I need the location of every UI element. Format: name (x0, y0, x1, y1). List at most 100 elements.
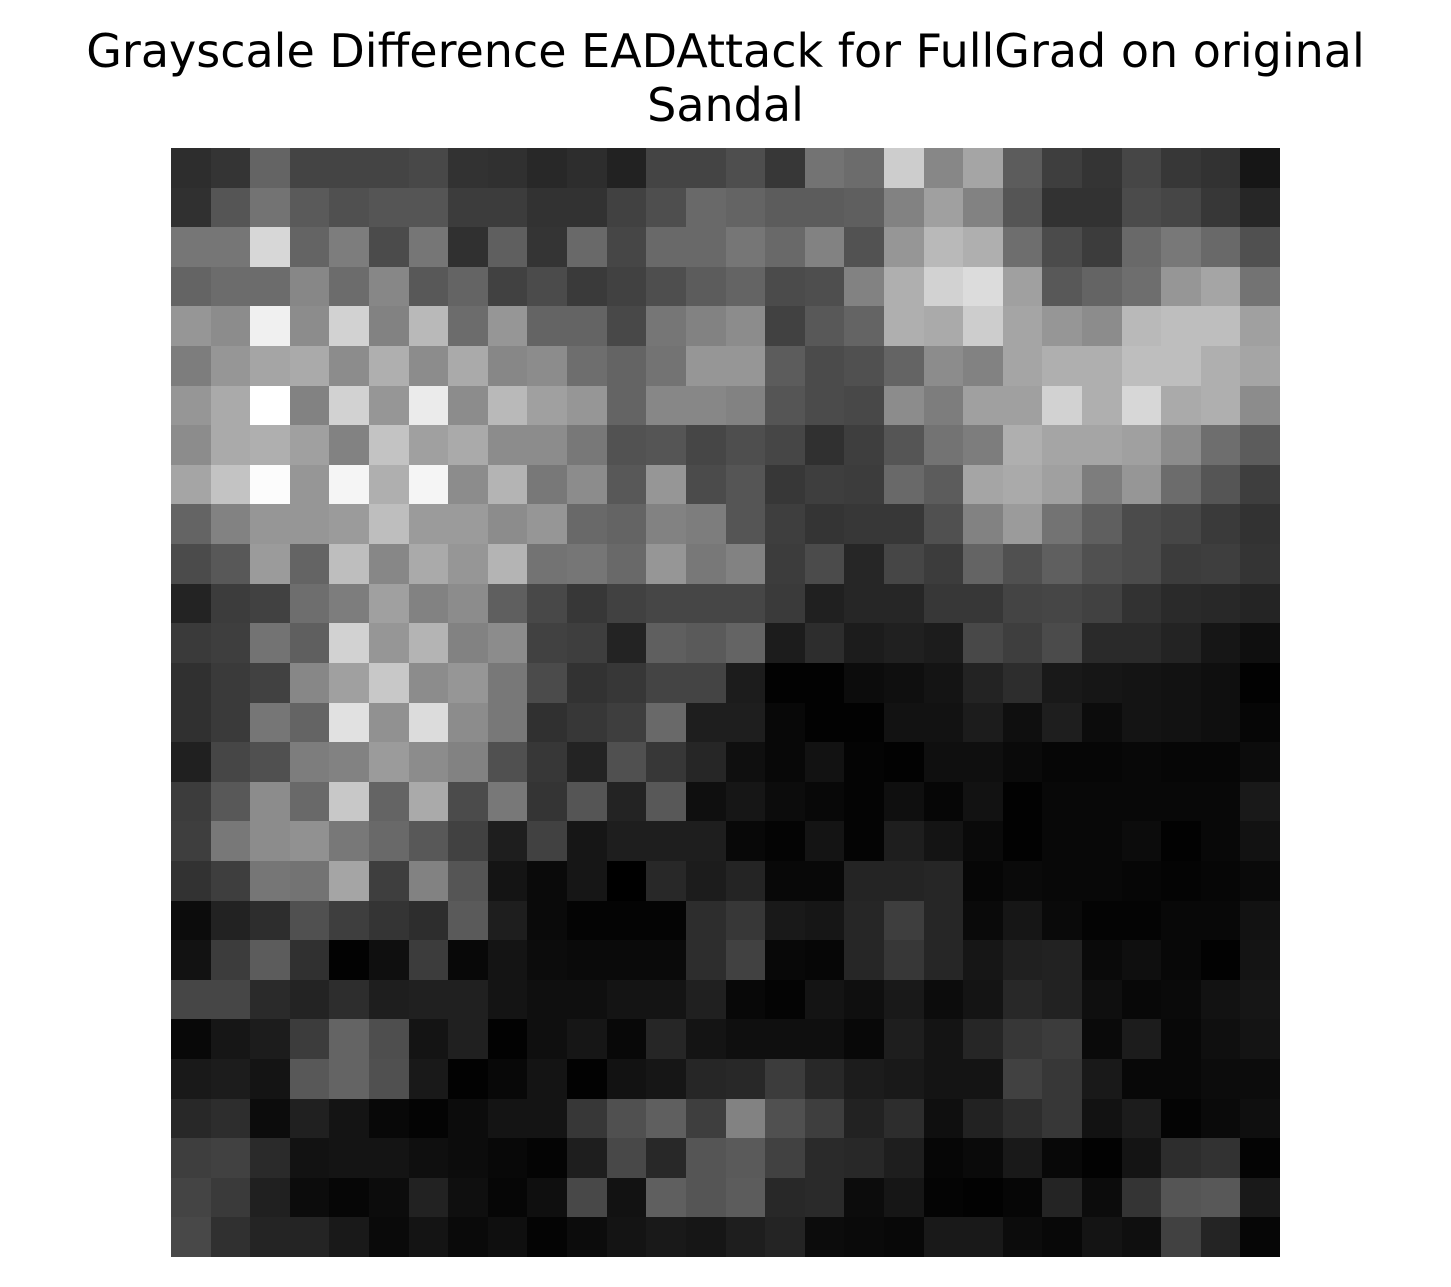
heatmap-cell-r25-c10 (567, 1138, 607, 1178)
heatmap-cell-r20-c9 (527, 940, 567, 980)
heatmap-cell-r7-c17 (844, 425, 884, 465)
heatmap-cell-r18-c13 (686, 861, 726, 901)
heatmap-cell-r2-c17 (844, 227, 884, 267)
heatmap-cell-r22-c20 (963, 1019, 1003, 1059)
heatmap-cell-r7-c11 (607, 425, 646, 465)
heatmap-cell-r25-c13 (686, 1138, 726, 1178)
heatmap-cell-r16-c2 (250, 782, 290, 821)
heatmap-cell-r22-c25 (1161, 1019, 1201, 1059)
heatmap-cell-r26-c22 (1042, 1178, 1082, 1217)
heatmap-cell-r17-c20 (963, 821, 1003, 861)
heatmap-cell-r25-c24 (1122, 1138, 1161, 1178)
heatmap-cell-r6-c24 (1122, 386, 1161, 425)
heatmap-cell-r4-c18 (884, 306, 924, 346)
heatmap-cell-r27-c27 (1240, 1217, 1280, 1257)
heatmap-cell-r20-c27 (1240, 940, 1280, 980)
heatmap-cell-r9-c25 (1161, 504, 1201, 544)
heatmap-cell-r17-c19 (924, 821, 963, 861)
heatmap-cell-r3-c24 (1122, 267, 1161, 306)
heatmap-cell-r4-c8 (488, 306, 527, 346)
heatmap-cell-r6-c13 (686, 386, 726, 425)
heatmap-cell-r6-c6 (409, 386, 448, 425)
heatmap-cell-r1-c20 (963, 188, 1003, 227)
heatmap-cell-r8-c6 (409, 465, 448, 504)
heatmap-cell-r20-c16 (805, 940, 844, 980)
heatmap-cell-r15-c20 (963, 742, 1003, 782)
heatmap-cell-r26-c2 (250, 1178, 290, 1217)
heatmap-cell-r24-c21 (1003, 1099, 1042, 1138)
heatmap-cell-r19-c8 (488, 901, 527, 940)
heatmap-cell-r26-c8 (488, 1178, 527, 1217)
heatmap-cell-r9-c16 (805, 504, 844, 544)
heatmap-cell-r24-c15 (765, 1099, 805, 1138)
heatmap-cell-r10-c24 (1122, 544, 1161, 584)
heatmap-cell-r4-c13 (686, 306, 726, 346)
heatmap-cell-r17-c22 (1042, 821, 1082, 861)
heatmap-cell-r12-c11 (607, 623, 646, 663)
heatmap-cell-r20-c26 (1201, 940, 1240, 980)
heatmap-cell-r8-c14 (726, 465, 765, 504)
heatmap-cell-r7-c27 (1240, 425, 1280, 465)
heatmap-cell-r15-c21 (1003, 742, 1042, 782)
heatmap-cell-r6-c16 (805, 386, 844, 425)
heatmap-cell-r11-c8 (488, 584, 527, 623)
heatmap-cell-r1-c19 (924, 188, 963, 227)
heatmap-cell-r1-c8 (488, 188, 527, 227)
heatmap-cell-r4-c7 (448, 306, 488, 346)
heatmap-cell-r20-c2 (250, 940, 290, 980)
heatmap-cell-r26-c13 (686, 1178, 726, 1217)
heatmap-cell-r2-c15 (765, 227, 805, 267)
heatmap-cell-r20-c7 (448, 940, 488, 980)
heatmap-cell-r23-c18 (884, 1059, 924, 1099)
heatmap-cell-r18-c14 (726, 861, 765, 901)
heatmap-cell-r17-c27 (1240, 821, 1280, 861)
heatmap-cell-r14-c19 (924, 703, 963, 742)
heatmap-cell-r27-c25 (1161, 1217, 1201, 1257)
heatmap-cell-r18-c20 (963, 861, 1003, 901)
heatmap-cell-r9-c26 (1201, 504, 1240, 544)
heatmap-cell-r18-c2 (250, 861, 290, 901)
heatmap-cell-r7-c0 (171, 425, 211, 465)
heatmap-cell-r1-c13 (686, 188, 726, 227)
heatmap-cell-r12-c20 (963, 623, 1003, 663)
heatmap-cell-r6-c26 (1201, 386, 1240, 425)
heatmap-cell-r14-c21 (1003, 703, 1042, 742)
heatmap-cell-r0-c12 (646, 148, 686, 188)
heatmap-cell-r22-c13 (686, 1019, 726, 1059)
heatmap-cell-r23-c24 (1122, 1059, 1161, 1099)
heatmap-cell-r4-c23 (1082, 306, 1122, 346)
heatmap-cell-r24-c10 (567, 1099, 607, 1138)
heatmap-cell-r8-c26 (1201, 465, 1240, 504)
heatmap-cell-r13-c3 (290, 663, 329, 703)
heatmap-cell-r18-c21 (1003, 861, 1042, 901)
heatmap-cell-r0-c7 (448, 148, 488, 188)
heatmap-cell-r7-c3 (290, 425, 329, 465)
heatmap-cell-r9-c20 (963, 504, 1003, 544)
heatmap-cell-r19-c5 (369, 901, 409, 940)
heatmap-cell-r25-c1 (211, 1138, 250, 1178)
heatmap-cell-r17-c17 (844, 821, 884, 861)
heatmap-cell-r2-c2 (250, 227, 290, 267)
heatmap-cell-r9-c9 (527, 504, 567, 544)
heatmap-cell-r14-c5 (369, 703, 409, 742)
heatmap-cell-r14-c6 (409, 703, 448, 742)
heatmap-cell-r9-c11 (607, 504, 646, 544)
heatmap-cell-r6-c27 (1240, 386, 1280, 425)
heatmap-cell-r27-c12 (646, 1217, 686, 1257)
heatmap-cell-r21-c4 (329, 980, 369, 1019)
heatmap-cell-r17-c15 (765, 821, 805, 861)
heatmap-cell-r23-c11 (607, 1059, 646, 1099)
heatmap-cell-r21-c24 (1122, 980, 1161, 1019)
heatmap-cell-r11-c22 (1042, 584, 1082, 623)
heatmap-cell-r21-c18 (884, 980, 924, 1019)
heatmap-cell-r3-c9 (527, 267, 567, 306)
heatmap-cell-r20-c23 (1082, 940, 1122, 980)
heatmap-cell-r10-c13 (686, 544, 726, 584)
heatmap-cell-r6-c15 (765, 386, 805, 425)
heatmap-cell-r24-c5 (369, 1099, 409, 1138)
heatmap-cell-r26-c1 (211, 1178, 250, 1217)
heatmap-cell-r9-c5 (369, 504, 409, 544)
heatmap-cell-r13-c7 (448, 663, 488, 703)
heatmap-cell-r13-c14 (726, 663, 765, 703)
heatmap-cell-r13-c26 (1201, 663, 1240, 703)
